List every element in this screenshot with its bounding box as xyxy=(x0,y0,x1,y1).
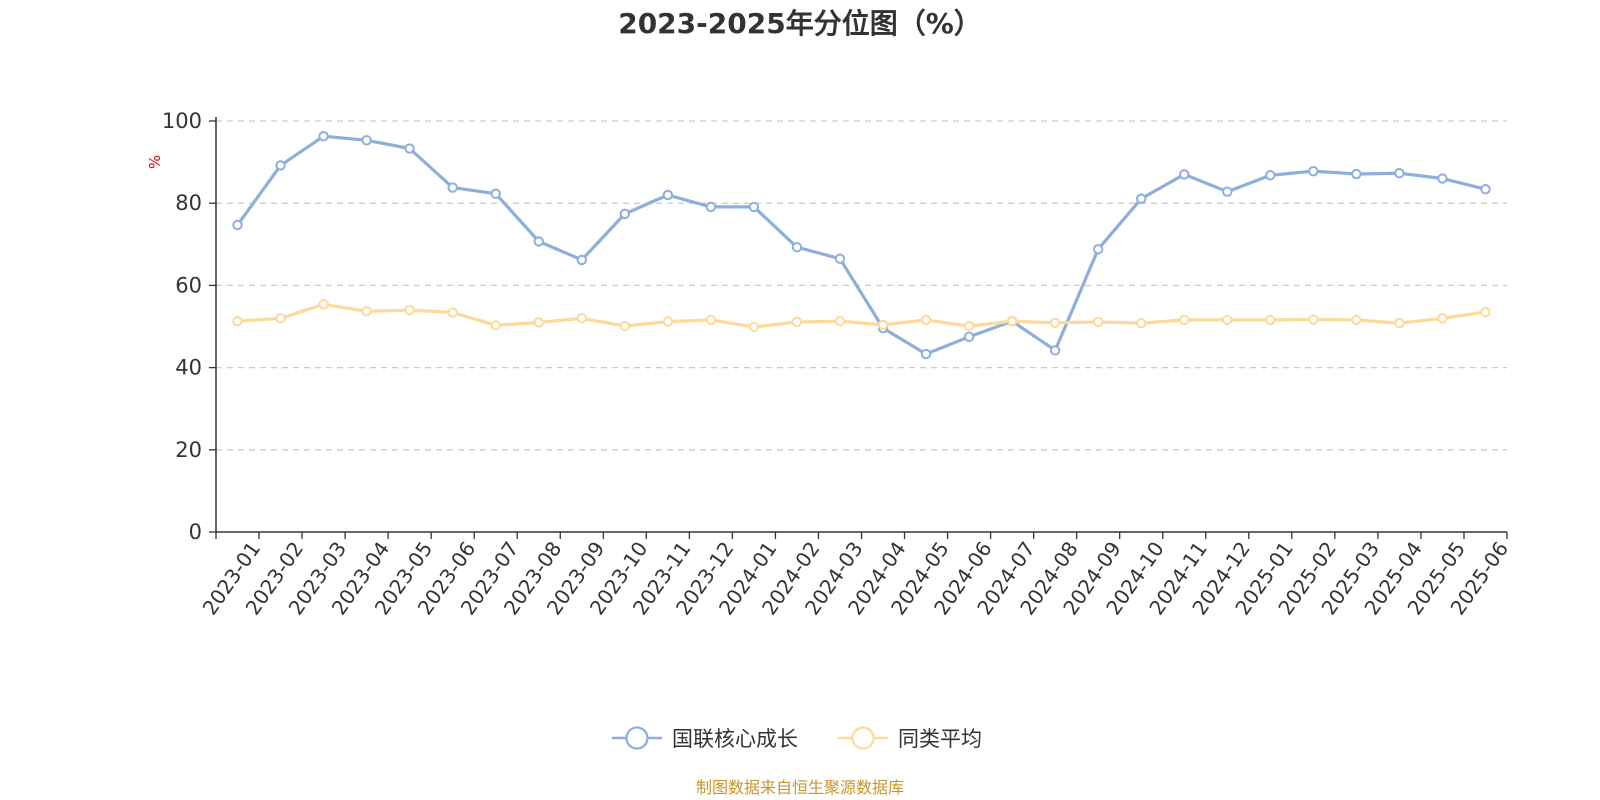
data-point xyxy=(705,314,717,326)
data-point xyxy=(748,321,760,333)
data-point xyxy=(1092,244,1104,255)
data-point xyxy=(1308,314,1319,325)
data-point xyxy=(275,313,286,324)
data-point xyxy=(1265,170,1276,181)
y-tick-label: 20 xyxy=(175,438,202,462)
data-point xyxy=(662,316,674,327)
data-point xyxy=(1092,316,1104,328)
data-point xyxy=(662,189,674,201)
series-line xyxy=(235,302,1488,329)
y-axis-label: % xyxy=(146,155,164,169)
y-tick-label: 80 xyxy=(175,191,202,215)
y-tick-label: 60 xyxy=(175,273,202,297)
legend-item: 国联核心成长 xyxy=(612,726,798,751)
data-point xyxy=(318,131,329,142)
data-point xyxy=(877,319,889,331)
data-point xyxy=(404,304,415,316)
data-point xyxy=(447,182,458,193)
data-point xyxy=(1049,345,1061,356)
series-layer xyxy=(232,131,1491,360)
legend-label: 同类平均 xyxy=(898,727,982,751)
data-point xyxy=(1394,167,1405,179)
data-point xyxy=(920,348,932,360)
data-point xyxy=(533,236,544,247)
data-point xyxy=(748,201,760,213)
data-point xyxy=(834,315,846,327)
data-point xyxy=(1136,318,1147,329)
data-point xyxy=(1006,315,1018,327)
data-point xyxy=(1437,173,1448,184)
data-point xyxy=(1351,168,1362,180)
data-point xyxy=(1480,306,1491,318)
data-point xyxy=(1179,314,1190,326)
data-point xyxy=(1351,314,1362,326)
series-line xyxy=(235,134,1488,356)
data-point xyxy=(490,188,501,199)
y-tick-label: 40 xyxy=(175,356,202,380)
data-point xyxy=(1437,313,1448,324)
data-point xyxy=(404,143,415,154)
data-point xyxy=(619,208,631,220)
data-point xyxy=(791,241,803,253)
data-point xyxy=(1222,186,1233,197)
legend: 国联核心成长 同类平均 xyxy=(612,726,982,751)
data-point xyxy=(490,320,501,331)
data-point xyxy=(361,135,372,146)
data-point xyxy=(1179,169,1190,180)
data-point xyxy=(1308,165,1319,177)
data-point xyxy=(318,299,329,310)
data-point xyxy=(576,254,587,266)
chart-title: 2023-2025年分位图（%） xyxy=(618,7,982,40)
legend-item: 同类平均 xyxy=(838,726,982,751)
data-point xyxy=(1394,318,1405,329)
data-point xyxy=(791,316,803,328)
data-point xyxy=(576,313,587,324)
data-point xyxy=(232,219,243,231)
data-point xyxy=(232,315,243,327)
data-point xyxy=(1136,193,1147,204)
data-point xyxy=(447,307,458,318)
data-point xyxy=(533,317,544,328)
data-point xyxy=(275,160,286,171)
y-tick-label: 0 xyxy=(189,520,202,544)
data-point xyxy=(361,306,372,317)
data-point xyxy=(1049,317,1061,329)
y-tick-label: 100 xyxy=(162,109,202,133)
data-point xyxy=(1265,314,1276,326)
data-point xyxy=(920,314,932,326)
legend-label: 国联核心成长 xyxy=(672,727,798,751)
data-point xyxy=(705,201,717,213)
axes: 020406080100%2023-012023-022023-032023-0… xyxy=(146,109,1513,619)
legend-marker xyxy=(625,726,649,750)
data-point xyxy=(963,320,975,332)
legend-marker xyxy=(851,726,875,750)
data-point xyxy=(1480,184,1491,195)
data-point xyxy=(1222,314,1233,326)
data-point xyxy=(963,331,975,342)
data-point xyxy=(619,320,631,332)
source-note: 制图数据来自恒生聚源数据库 xyxy=(696,778,904,797)
data-point xyxy=(834,253,846,264)
